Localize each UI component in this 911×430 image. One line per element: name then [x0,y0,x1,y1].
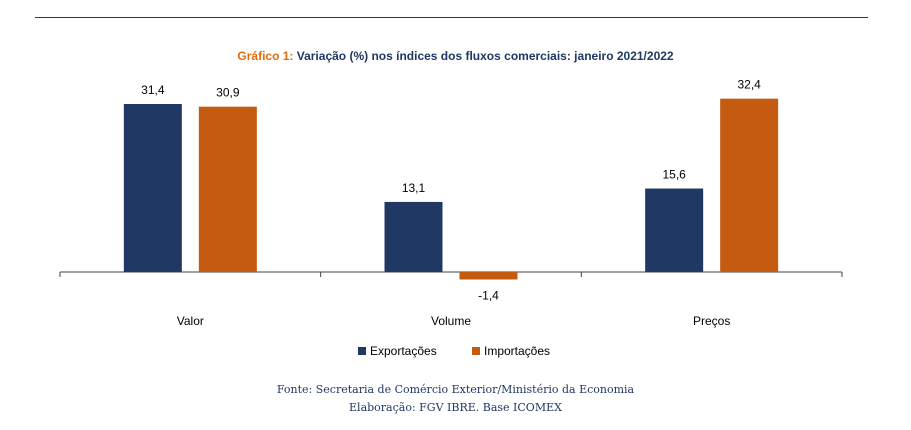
bar-exportacoes [123,104,182,272]
bar-importacoes [198,106,257,272]
bar-chart: 31,4 30,9 Valor 13,1 -1,4 Volume 15,6 32,4 Preço… [59,78,843,358]
legend-swatch [472,347,480,355]
bar-exportacoes [384,201,443,272]
data-label: 31,4 [141,83,165,97]
bar-importacoes [459,272,518,280]
chart-title-prefix: Gráfico 1: [237,49,294,63]
chart-title-text: Variação (%) nos índices dos fluxos come… [296,49,674,63]
category-label: Valor [177,314,204,328]
legend-label: Exportações [370,344,437,358]
bar-exportacoes [645,188,704,272]
data-label: 32,4 [737,78,761,92]
bar-importacoes [720,98,779,272]
legend-label: Importações [484,344,550,358]
elaboration-note: Elaboração: FGV IBRE. Base ICOMEX [349,401,562,414]
data-label: 13,1 [402,181,426,195]
legend-swatch [358,347,366,355]
chart-title: Gráfico 1: Variação (%) nos índices dos … [0,49,911,63]
data-label: 30,9 [216,86,240,100]
data-label: 15,6 [662,168,686,182]
data-label: -1,4 [478,288,499,302]
source-note: Fonte: Secretaria de Comércio Exterior/M… [276,383,635,396]
category-label: Preços [693,314,730,328]
top-divider [35,17,868,18]
category-label: Volume [431,314,471,328]
